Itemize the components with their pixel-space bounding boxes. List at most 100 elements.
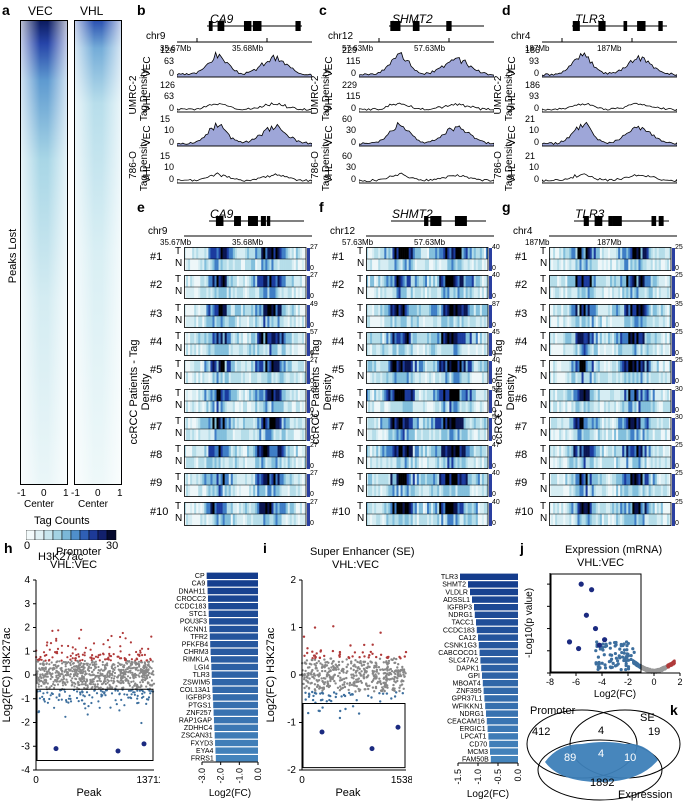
i-point xyxy=(369,650,372,654)
h-point xyxy=(139,681,142,684)
i-point xyxy=(308,693,311,696)
panel-g-patient-7: #8 xyxy=(515,449,528,462)
i-point xyxy=(377,666,381,669)
j-point xyxy=(620,655,625,659)
panel-f-p6-n: N xyxy=(357,427,365,439)
h-point xyxy=(93,685,97,688)
h-point xyxy=(54,679,57,682)
h-point xyxy=(99,686,102,689)
panel-g-patient-3: #4 xyxy=(515,335,528,348)
h-bar-label: ZNF257 xyxy=(186,710,211,717)
h-point xyxy=(109,706,112,709)
i-xlabel: Log2(FC) xyxy=(467,789,509,800)
h-point xyxy=(110,692,114,695)
h-point xyxy=(141,680,144,684)
i-point xyxy=(315,661,318,665)
h-point xyxy=(116,689,119,692)
i-point xyxy=(338,671,341,675)
j-point xyxy=(619,642,623,647)
panel-g-p5-t: T xyxy=(540,387,547,399)
heatmap-vhl-title: VHL xyxy=(80,4,104,18)
i-point xyxy=(332,676,335,679)
i-point xyxy=(388,671,392,675)
h-bar xyxy=(213,701,258,709)
h-point xyxy=(112,667,115,670)
j-point xyxy=(624,667,628,672)
i-bar-label: GPI xyxy=(468,673,480,680)
h-point xyxy=(46,682,49,685)
panel-e-p1-t: T xyxy=(175,274,182,286)
i-point xyxy=(354,659,357,662)
panel-b-track-1 xyxy=(177,102,312,113)
i-point xyxy=(347,688,350,692)
h-point xyxy=(60,644,64,647)
j-point xyxy=(601,642,605,646)
h-bar xyxy=(208,610,258,617)
h-point xyxy=(75,671,78,674)
panel-e-label: e xyxy=(137,199,145,215)
h-point xyxy=(98,659,101,662)
h-point xyxy=(49,642,53,645)
h-point xyxy=(87,705,90,708)
panel-f-heat-3 xyxy=(366,331,492,356)
h-point xyxy=(40,684,43,688)
panel-e-p0-max: 27 xyxy=(310,244,318,251)
panel-f-p4-t: T xyxy=(357,359,364,371)
panel-k-label: k xyxy=(670,702,678,718)
i-point xyxy=(303,674,306,677)
panel-e-heat-6 xyxy=(184,416,310,441)
i-point xyxy=(307,672,310,675)
h-point xyxy=(136,683,139,686)
j-point xyxy=(608,641,612,645)
h-point xyxy=(129,671,132,674)
heatmap-vhl-xtick-neg1: -1 xyxy=(71,488,80,499)
panel-e-p9-zero: 0 xyxy=(310,519,314,527)
h-point xyxy=(50,692,53,695)
h-point xyxy=(116,665,119,668)
i-bar-chart: TLR3SHMT2VLDLRADSSL1IGFBP3NDRG1TACC1CCDC… xyxy=(438,573,522,800)
i-point xyxy=(357,677,360,680)
h-point xyxy=(131,671,134,674)
h-point xyxy=(131,673,134,676)
h-point xyxy=(124,668,127,671)
h-bar xyxy=(214,732,258,739)
h-bar xyxy=(213,717,258,724)
panel-f-gene-model xyxy=(366,216,494,237)
panel-d-row0-top: 186 xyxy=(525,45,541,55)
h-point xyxy=(101,674,104,677)
h-point xyxy=(140,721,143,725)
i-point xyxy=(307,687,311,690)
h-point xyxy=(43,700,46,703)
j-point xyxy=(616,662,620,666)
h-point xyxy=(84,682,87,685)
i-bar-label: LPCAT1 xyxy=(460,734,486,741)
h-xtick: 0.0 xyxy=(253,768,262,781)
i-point xyxy=(378,677,381,680)
h-point xyxy=(77,670,80,673)
panel-e-p3-max: 57 xyxy=(310,328,318,336)
i-point xyxy=(341,660,344,663)
i-bar-label: FAM50B xyxy=(462,757,489,764)
i-point xyxy=(354,671,358,674)
i-bar xyxy=(483,687,518,694)
h-point xyxy=(133,660,136,663)
panel-g-p4-n: N xyxy=(540,371,548,383)
h-bar xyxy=(213,709,258,716)
h-point xyxy=(95,666,98,669)
panel-g-p9-n: N xyxy=(540,512,548,524)
panel-b-row1-top: 126 xyxy=(160,80,176,90)
panel-g-p1-n: N xyxy=(540,286,548,298)
h-point xyxy=(140,647,144,650)
i-bar xyxy=(479,649,518,656)
panel-f-p9-n: N xyxy=(357,512,365,524)
h-point xyxy=(67,644,70,648)
h-point xyxy=(147,672,151,675)
panel-g-coord1: 187Mb xyxy=(525,238,550,247)
panel-d-cell-1: 786-O Tag Density xyxy=(493,130,515,200)
h-point xyxy=(147,674,150,677)
h-point xyxy=(130,680,133,683)
h-point xyxy=(88,669,91,672)
i-point xyxy=(387,673,391,677)
i-point xyxy=(363,655,366,658)
